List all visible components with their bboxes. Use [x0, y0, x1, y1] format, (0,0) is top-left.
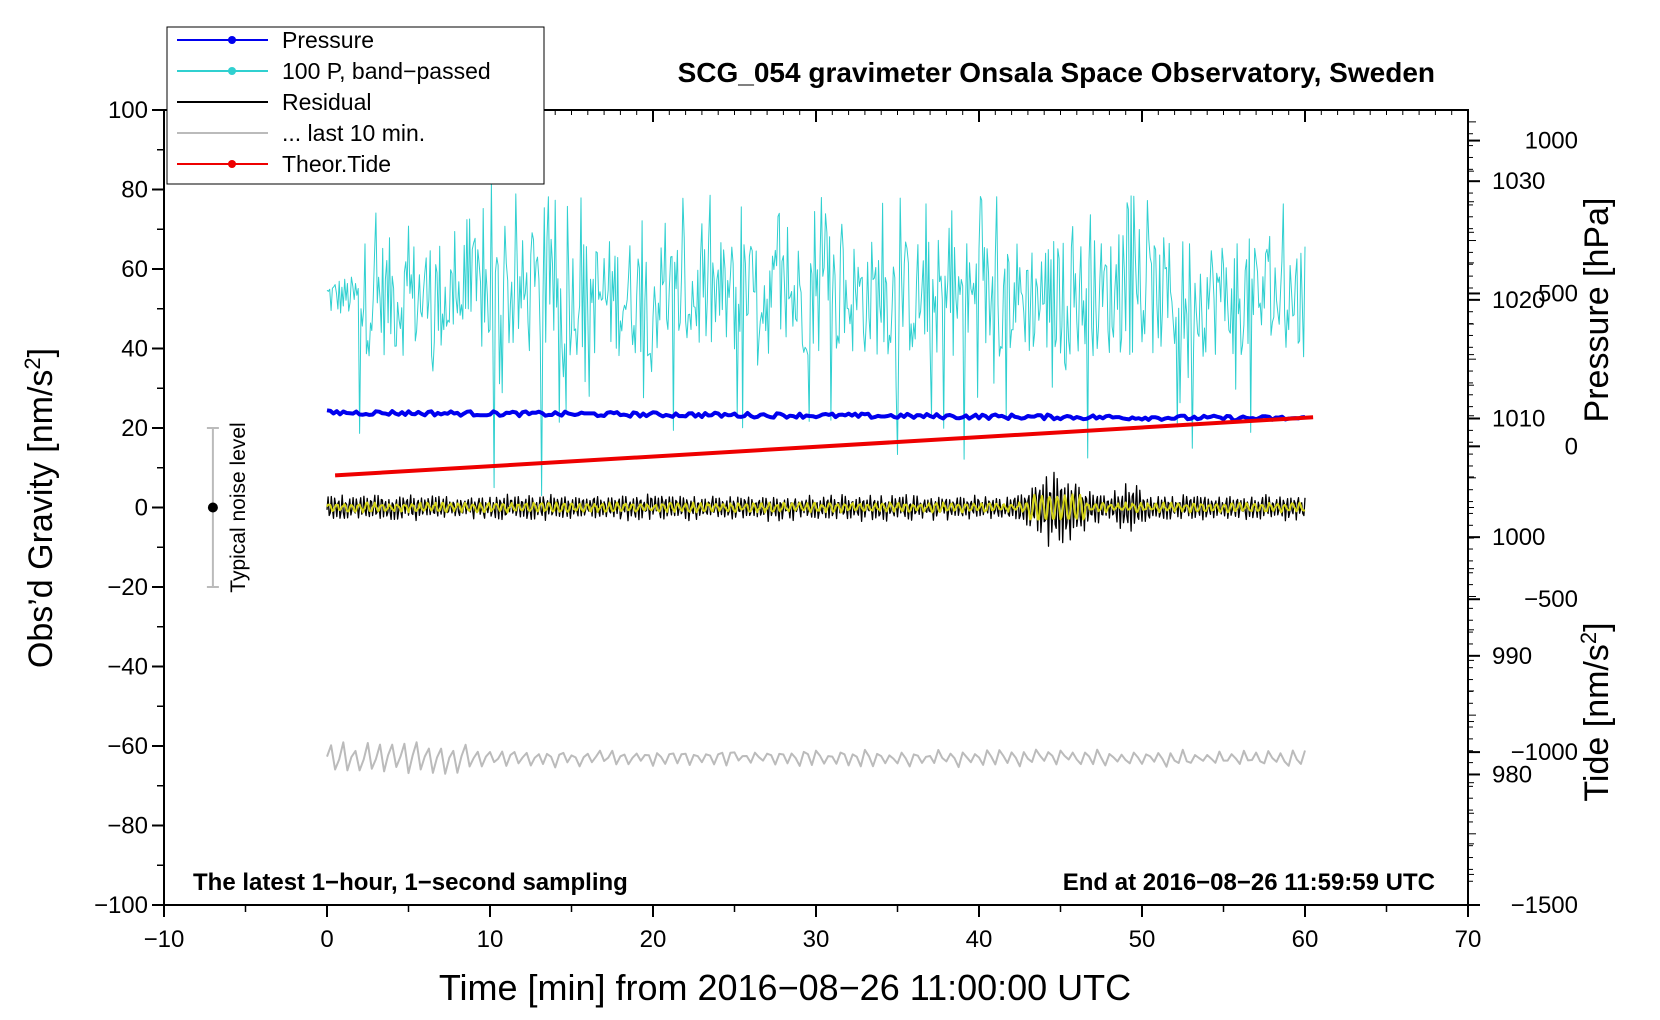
tide-tick-label: 1000	[1525, 128, 1578, 155]
x-tick-label: 40	[966, 926, 993, 953]
gravity-tick-label: 20	[121, 415, 148, 442]
x-tick-label: −10	[144, 926, 185, 953]
pressure-tick-label: 1000	[1492, 524, 1545, 551]
gravity-tick-label: −60	[107, 733, 148, 760]
gravity-tick-label: 0	[135, 495, 148, 522]
y-axis-label-tide: Tide [nm/s2]	[1576, 622, 1617, 801]
x-axis: −10 0 10 20 30 40 50 60 70	[144, 110, 1482, 953]
gravity-label-end: ]	[22, 348, 60, 357]
tide-label-main: Tide [nm/s	[1578, 644, 1616, 801]
last-10-min-line	[326, 741, 1306, 775]
bandpassed-pressure-line	[326, 181, 1306, 497]
gravity-tick-label: −80	[107, 813, 148, 840]
y-axis-label-gravity: Obs’d Gravity [nm/s2]	[20, 348, 61, 668]
x-tick-label: 10	[477, 926, 504, 953]
legend-box	[166, 26, 545, 185]
x-tick-label: 70	[1455, 926, 1482, 953]
residual-smoothed-line	[326, 493, 1306, 521]
legend-marker	[228, 67, 236, 75]
gravity-tick-label: −100	[94, 892, 148, 919]
pressure-axis: 980 990 1000 1010 1020 1030	[1468, 121, 1545, 882]
legend-marker	[228, 160, 236, 168]
theoretical-tide-line	[334, 415, 1314, 478]
tide-tick-label: −1000	[1511, 739, 1578, 766]
pressure-tick-label: 990	[1492, 643, 1532, 670]
pressure-tick-label: 1020	[1492, 287, 1545, 314]
pressure-tick-label: 1030	[1492, 168, 1545, 195]
tide-tick-label: −500	[1524, 586, 1578, 613]
gravity-tick-label: −20	[107, 574, 148, 601]
chart-title: SCG_054 gravimeter Onsala Space Observat…	[678, 57, 1435, 88]
noise-label: Typical noise level	[227, 422, 250, 592]
noise-indicator: Typical noise level	[206, 422, 250, 593]
legend-label: 100 P, band−passed	[282, 58, 491, 84]
pressure-line	[326, 408, 1306, 423]
legend-label: Pressure	[282, 27, 374, 53]
annotation-sampling: The latest 1−hour, 1−second sampling	[193, 869, 628, 896]
legend-marker	[228, 36, 236, 44]
noise-point	[207, 502, 218, 513]
legend-label: Residual	[282, 89, 372, 115]
legend-label: Theor.Tide	[282, 151, 391, 177]
pressure-tick-label: 1010	[1492, 406, 1545, 433]
x-axis-label: Time [min] from 2016−08−26 11:00:00 UTC	[439, 967, 1131, 1008]
gravity-tick-label: 80	[121, 177, 148, 204]
series-layer	[326, 181, 1314, 775]
gravity-label-main: Obs’d Gravity [nm/s	[22, 370, 60, 669]
annotation-end-time: End at 2016−08−26 11:59:59 UTC	[1063, 869, 1435, 896]
legend-label: ... last 10 min.	[282, 120, 425, 146]
x-tick-label: 50	[1129, 926, 1156, 953]
tide-label-end: ]	[1578, 622, 1616, 631]
gravity-label-sup: 2	[20, 357, 45, 369]
gravity-tick-label: 40	[121, 336, 148, 363]
gravity-tick-label: 100	[108, 97, 148, 124]
gravity-tick-label: −40	[107, 654, 148, 681]
x-tick-label: 0	[320, 926, 333, 953]
gravity-axis: −100 −80 −60 −40 −20 0 20 40 60 80 100	[94, 97, 164, 919]
legend: Pressure 100 P, band−passed Residual ... la…	[166, 26, 545, 185]
tide-tick-label: −1500	[1511, 892, 1578, 919]
tide-axis: −1500 −1000 −500 0 500 1000	[1468, 128, 1578, 919]
gravity-tick-label: 60	[121, 256, 148, 283]
x-tick-label: 30	[803, 926, 830, 953]
y-axis-label-pressure: Pressure [hPa]	[1578, 198, 1616, 423]
x-tick-label: 20	[640, 926, 667, 953]
tide-tick-label: 0	[1565, 433, 1578, 460]
tide-tick-label: 500	[1538, 280, 1578, 307]
x-tick-label: 60	[1292, 926, 1319, 953]
pressure-tick-label: 980	[1492, 761, 1532, 788]
tide-label-sup: 2	[1576, 632, 1601, 644]
